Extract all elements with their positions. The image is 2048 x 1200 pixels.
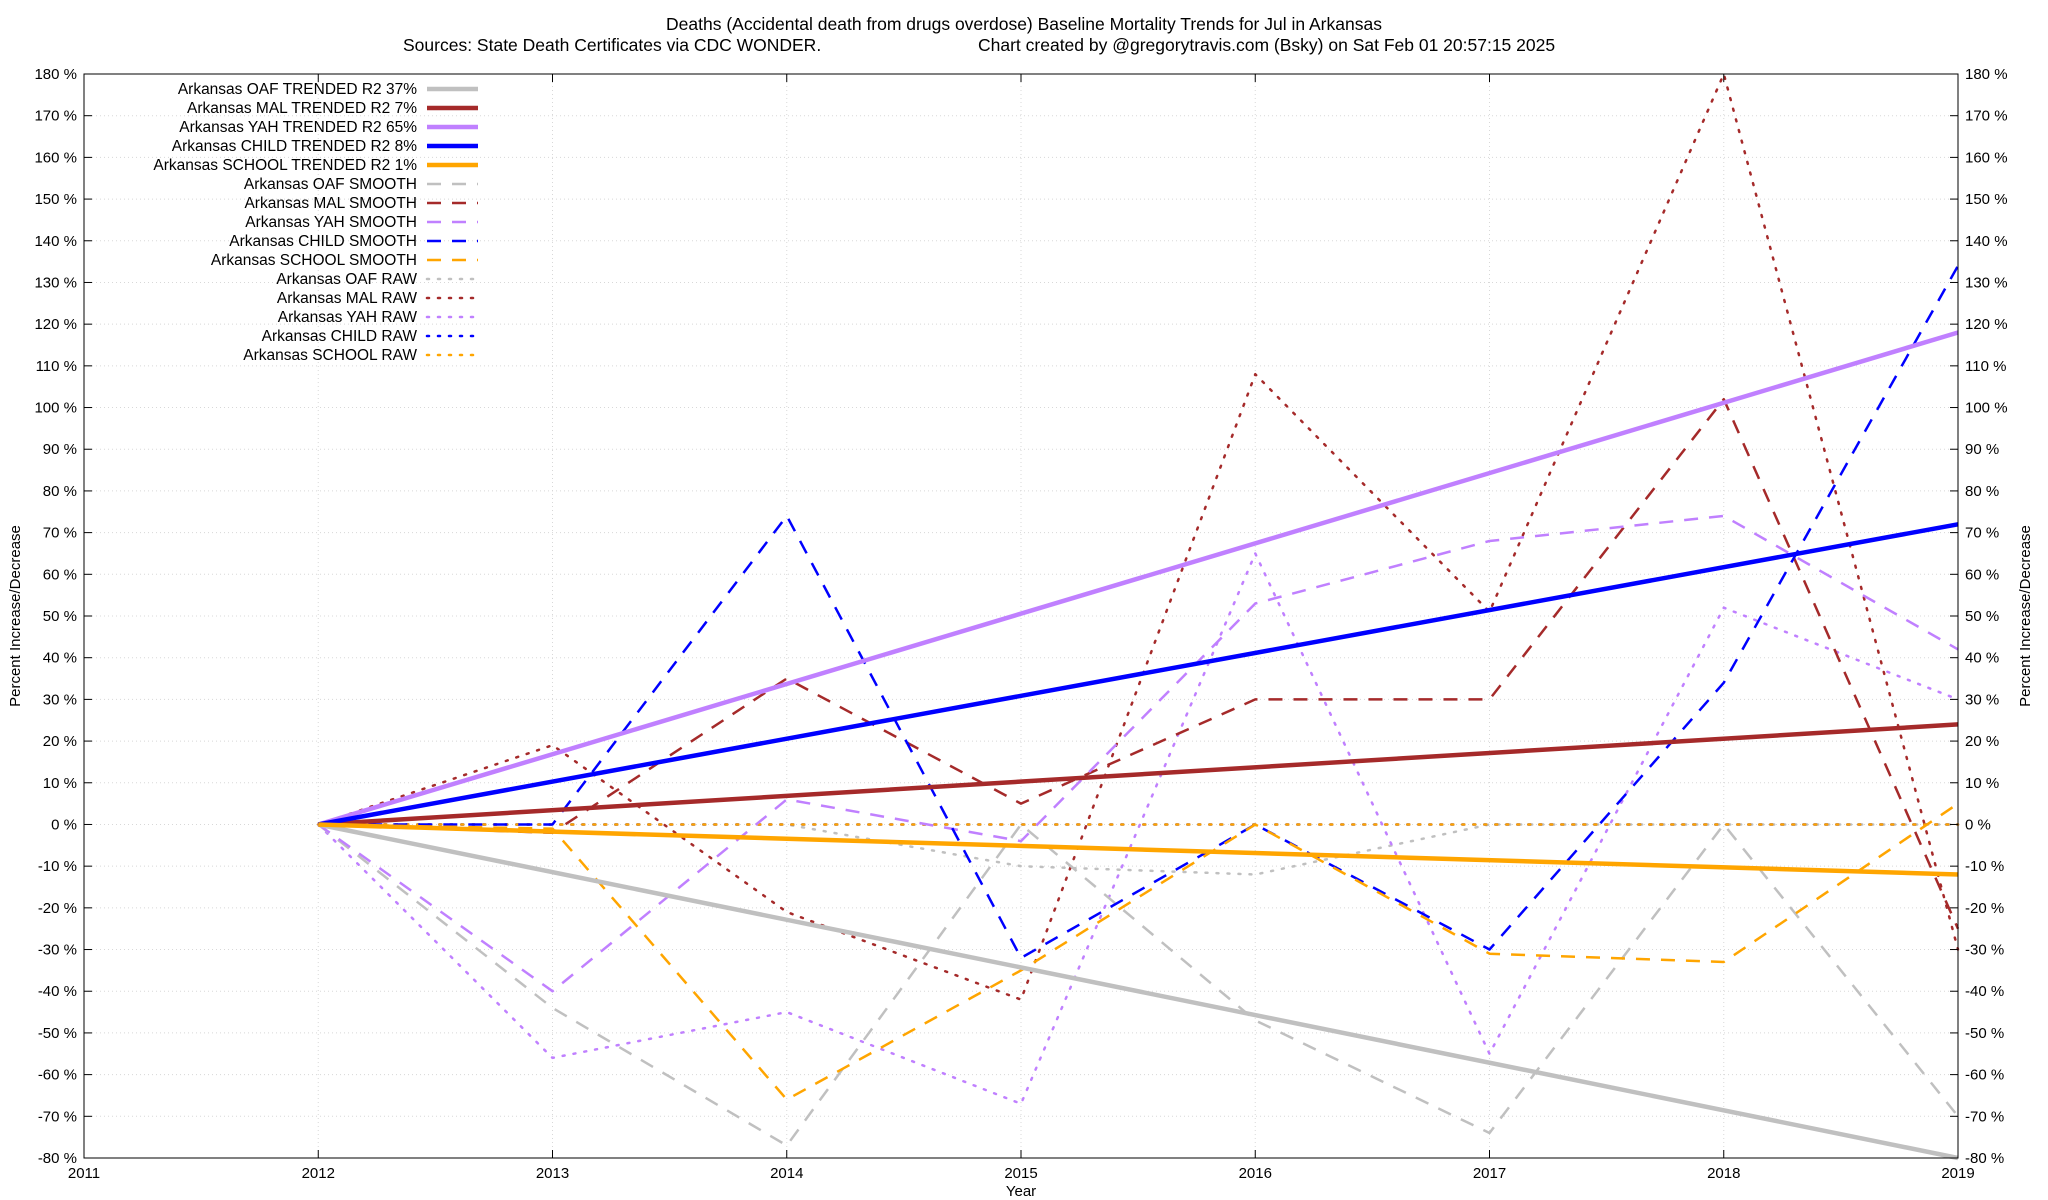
legend-label: Arkansas MAL SMOOTH xyxy=(244,195,417,212)
y-tick-label-right: 80 % xyxy=(1965,483,1999,500)
x-axis-label: Year xyxy=(1006,1183,1036,1200)
y-tick-label-right: 50 % xyxy=(1965,608,1999,625)
y-tick-label-left: 160 % xyxy=(34,149,77,166)
x-tick-label: 2014 xyxy=(770,1165,803,1182)
x-tick-label: 2016 xyxy=(1239,1165,1272,1182)
y-tick-label-right: 100 % xyxy=(1965,400,2008,417)
y-tick-label-right: -40 % xyxy=(1965,983,2004,1000)
y-tick-label-right: 170 % xyxy=(1965,108,2008,125)
y-tick-label-right: 60 % xyxy=(1965,566,1999,583)
series-line-yah-trended xyxy=(317,330,1959,827)
y-tick-label-left: 180 % xyxy=(34,66,77,83)
legend-label: Arkansas SCHOOL TRENDED R2 1% xyxy=(153,157,417,174)
legend: Arkansas OAF TRENDED R2 37% Arkansas MAL … xyxy=(153,81,480,364)
series-line-child-smooth xyxy=(318,265,1960,960)
y-tick-label-right: 90 % xyxy=(1965,441,1999,458)
x-tick-label: 2019 xyxy=(1941,1165,1974,1182)
chart-subtitle-credit: Chart created by @gregorytravis.com (Bsk… xyxy=(978,35,1555,55)
axis-ticks: 2011 2012 2013 2014 2015 2016 2017 2018 2019-80 … xyxy=(34,66,2007,1182)
y-tick-label-right: 150 % xyxy=(1965,191,2008,208)
legend-label: Arkansas OAF SMOOTH xyxy=(244,176,417,193)
y-tick-label-right: -30 % xyxy=(1965,942,2004,959)
y-tick-label-right: -60 % xyxy=(1965,1067,2004,1084)
y-tick-label-left: 80 % xyxy=(43,483,77,500)
y-tick-label-left: -20 % xyxy=(38,900,77,917)
legend-label: Arkansas OAF RAW xyxy=(276,271,417,288)
y-tick-label-left: 150 % xyxy=(34,191,77,208)
series-line-child-trended xyxy=(317,522,1959,827)
legend-label: Arkansas SCHOOL RAW xyxy=(243,347,417,364)
y-tick-label-right: 180 % xyxy=(1965,66,2008,83)
series-line-school-trended xyxy=(318,822,1959,877)
y-tick-label-left: -70 % xyxy=(38,1108,77,1125)
y-tick-label-right: 140 % xyxy=(1965,233,2008,250)
series-line-yah-smooth xyxy=(317,514,1959,993)
y-axis-label-left: Percent Increase/Decrease xyxy=(7,525,24,707)
y-tick-label-left: 120 % xyxy=(34,316,77,333)
y-tick-label-right: 30 % xyxy=(1965,691,1999,708)
y-tick-label-left: -60 % xyxy=(38,1067,77,1084)
series-line-oaf-trended xyxy=(317,822,1959,1161)
legend-label: Arkansas YAH SMOOTH xyxy=(245,214,417,231)
legend-label: Arkansas CHILD RAW xyxy=(262,328,418,345)
y-tick-label-right: 10 % xyxy=(1965,775,1999,792)
y-tick-label-left: -30 % xyxy=(38,942,77,959)
chart-subtitle-source: Sources: State Death Certificates via CD… xyxy=(403,35,821,55)
y-tick-label-left: 110 % xyxy=(36,358,77,375)
y-tick-label-left: 10 % xyxy=(43,775,77,792)
x-tick-label: 2012 xyxy=(302,1165,335,1182)
legend-label: Arkansas SCHOOL SMOOTH xyxy=(211,252,417,269)
y-tick-label-right: 160 % xyxy=(1965,149,2008,166)
y-tick-label-right: -20 % xyxy=(1965,900,2004,917)
legend-label: Arkansas MAL TRENDED R2 7% xyxy=(187,100,417,117)
y-tick-label-left: 90 % xyxy=(43,441,77,458)
y-tick-label-right: 0 % xyxy=(1965,816,1991,833)
y-axis-label-right: Percent Increase/Decrease xyxy=(2017,525,2034,707)
legend-label: Arkansas YAH TRENDED R2 65% xyxy=(179,119,417,136)
y-tick-label-left: 50 % xyxy=(43,608,77,625)
y-tick-label-right: 110 % xyxy=(1965,358,2006,375)
y-tick-label-right: -70 % xyxy=(1965,1108,2004,1125)
legend-label: Arkansas OAF TRENDED R2 37% xyxy=(178,81,417,98)
series-line-mal-trended xyxy=(318,722,1959,827)
y-tick-label-right: 20 % xyxy=(1965,733,1999,750)
y-tick-label-left: 170 % xyxy=(34,108,77,125)
y-tick-label-left: 0 % xyxy=(51,816,77,833)
y-tick-label-left: -10 % xyxy=(38,858,77,875)
y-tick-label-left: 40 % xyxy=(43,650,77,667)
x-tick-label: 2017 xyxy=(1473,1165,1506,1182)
series-group xyxy=(317,72,1960,1161)
legend-label: Arkansas YAH RAW xyxy=(278,309,418,326)
y-tick-label-left: 30 % xyxy=(43,691,77,708)
x-tick-label: 2018 xyxy=(1707,1165,1740,1182)
series-line-mal-raw xyxy=(317,72,1960,1001)
legend-label: Arkansas CHILD TRENDED R2 8% xyxy=(172,138,417,155)
y-tick-label-right: 120 % xyxy=(1965,316,2008,333)
series-line-oaf-smooth xyxy=(317,823,1959,1147)
x-tick-label: 2013 xyxy=(536,1165,569,1182)
y-tick-label-left: 20 % xyxy=(43,733,77,750)
y-tick-label-right: -50 % xyxy=(1965,1025,2004,1042)
y-tick-label-right: -10 % xyxy=(1965,858,2004,875)
x-tick-label: 2011 xyxy=(68,1165,100,1182)
y-tick-label-left: 100 % xyxy=(34,400,77,417)
y-tick-label-right: 40 % xyxy=(1965,650,1999,667)
y-tick-label-left: -80 % xyxy=(38,1150,77,1167)
y-tick-label-left: -40 % xyxy=(38,983,77,1000)
chart-title: Deaths (Accidental death from drugs over… xyxy=(666,14,1382,34)
y-tick-label-left: -50 % xyxy=(38,1025,77,1042)
legend-label: Arkansas CHILD SMOOTH xyxy=(229,233,417,250)
y-tick-label-left: 130 % xyxy=(34,274,77,291)
y-tick-label-left: 70 % xyxy=(43,525,77,542)
grid xyxy=(83,73,1959,1159)
y-tick-label-right: -80 % xyxy=(1965,1150,2004,1167)
y-tick-label-left: 140 % xyxy=(34,233,77,250)
legend-label: Arkansas MAL RAW xyxy=(277,290,417,307)
x-tick-label: 2015 xyxy=(1004,1165,1037,1182)
y-tick-label-right: 130 % xyxy=(1965,274,2008,291)
y-tick-label-right: 70 % xyxy=(1965,525,1999,542)
y-tick-label-left: 60 % xyxy=(43,566,77,583)
series-line-yah-raw xyxy=(317,552,1960,1106)
